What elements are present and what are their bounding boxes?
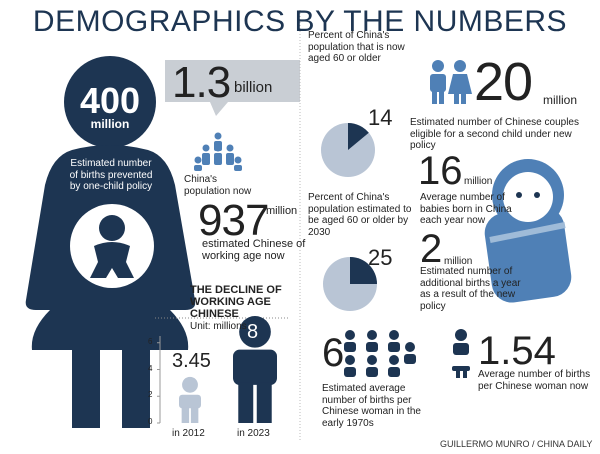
stat-unit: million xyxy=(266,205,298,217)
stat-caption: Average number of babies born in China e… xyxy=(420,192,512,226)
chart-unit: Unit: millions xyxy=(190,321,247,332)
swaddled-baby xyxy=(484,159,572,303)
chart-title: THE DECLINE OF WORKING AGE CHINESE xyxy=(190,284,282,321)
x-tick-label: in 2012 xyxy=(172,428,205,439)
stat-number: 2 xyxy=(420,227,443,271)
y-tick-label: 0 xyxy=(148,417,153,426)
people-cluster xyxy=(194,132,242,171)
y-tick-label: 6 xyxy=(148,336,153,346)
pie-value: 25 xyxy=(368,245,393,270)
stat-number: 1.54 xyxy=(478,329,556,373)
pie-slice xyxy=(348,123,369,150)
value-label: 3.45 xyxy=(172,349,211,372)
stat-number: 1.3 xyxy=(172,58,231,107)
stat-caption: estimated Chinese of working age now xyxy=(202,238,306,262)
stat-number: 937 xyxy=(198,196,269,245)
figure-bar xyxy=(179,376,201,423)
stat-caption: Average number of births per Chinese wom… xyxy=(478,369,591,392)
stat-number: 16 xyxy=(418,149,463,193)
stat-unit: billion xyxy=(234,79,273,96)
stat-caption: Estimated number of births prevented by … xyxy=(69,158,153,192)
pie-value: 14 xyxy=(368,105,393,130)
pie-caption: Percent of China's population estimated … xyxy=(308,192,412,238)
speech-box xyxy=(165,60,300,116)
one-and-half-figures xyxy=(452,329,470,378)
stat-caption: China's population now xyxy=(184,174,252,197)
stat-unit: million xyxy=(90,117,130,131)
value-label: 8 xyxy=(247,320,259,343)
stat-caption: Estimated number of additional births a … xyxy=(420,266,521,312)
stat-caption: Estimated average number of births per C… xyxy=(322,383,421,429)
pie-caption: Percent of China's population that is no… xyxy=(308,30,405,64)
stat-number: 400 xyxy=(79,80,141,121)
stat-unit: million xyxy=(444,256,473,267)
figure-bar xyxy=(233,316,277,423)
couple-icon xyxy=(430,60,472,104)
stat-number: 20 xyxy=(474,52,533,112)
y-tick-label: 4 xyxy=(148,363,153,373)
credit: GUILLERMO MUNRO / CHINA DAILY xyxy=(440,439,593,449)
stat-number: 6 xyxy=(322,331,345,375)
stat-caption: Estimated number of Chinese couples elig… xyxy=(410,117,579,151)
y-tick-label: 2 xyxy=(148,390,153,400)
title: DEMOGRAPHICS BY THE NUMBERS xyxy=(32,5,568,38)
baby-icon xyxy=(90,215,134,278)
pie-slice xyxy=(350,257,377,284)
stat-unit: million xyxy=(543,93,578,107)
six-figures xyxy=(344,330,416,377)
stat-unit: million xyxy=(464,176,493,187)
x-tick-label: in 2023 xyxy=(237,428,270,439)
